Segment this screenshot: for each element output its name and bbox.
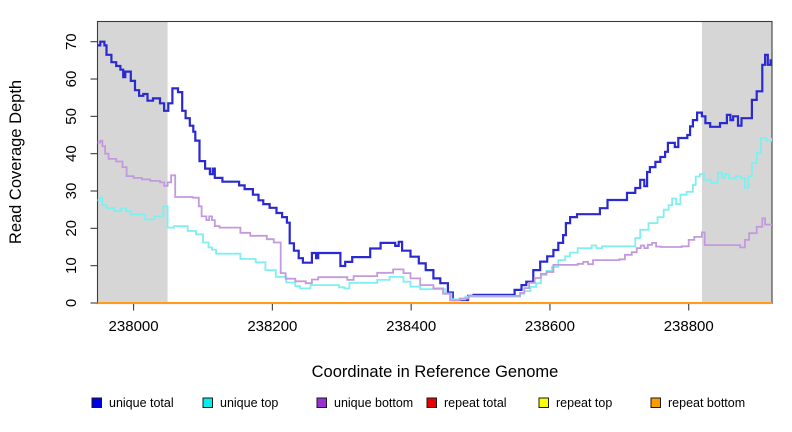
legend-swatch-icon: [538, 397, 549, 408]
y-tick-label: 70: [63, 33, 80, 50]
y-axis-title: Read Coverage Depth: [7, 80, 25, 244]
x-tick-label: 238000: [109, 318, 159, 335]
legend-swatch-icon: [316, 397, 327, 408]
series-lines: [97, 40, 772, 304]
legend-label: repeat total: [444, 396, 507, 410]
shaded-regions: [97, 21, 772, 304]
shaded-region: [97, 21, 168, 304]
legend-item-repeat-total: repeat total: [426, 396, 507, 410]
legend-label: unique top: [220, 396, 278, 410]
plot-box: [96, 20, 773, 305]
legend-item-repeat-bottom: repeat bottom: [650, 396, 745, 410]
x-tick-label: 238400: [386, 318, 436, 335]
y-tick-label: 60: [63, 71, 80, 88]
series-line-unique-top: [97, 137, 772, 301]
legend-swatch-icon: [202, 397, 213, 408]
legend-label: repeat top: [556, 396, 612, 410]
x-axis-title: Coordinate in Reference Genome: [312, 363, 559, 381]
legend-item-unique-bottom: unique bottom: [316, 396, 413, 410]
axes: 238000 238200 238400 238600 238800 0 10 20 30 40 5…: [63, 33, 714, 335]
legend-swatch-icon: [91, 397, 102, 408]
legend-item-repeat-top: repeat top: [538, 396, 612, 410]
y-tick-label: 10: [63, 257, 80, 274]
shaded-region: [701, 21, 772, 304]
x-tick-label: 238600: [525, 318, 575, 335]
legend-label: unique total: [109, 396, 174, 410]
y-tick-label: 50: [63, 108, 80, 125]
y-tick-label: 40: [63, 145, 80, 162]
legend-item-unique-total: unique total: [91, 396, 174, 410]
series-line-unique-bottom: [97, 139, 772, 302]
y-tick-label: 30: [63, 183, 80, 200]
legend-label: unique bottom: [334, 396, 413, 410]
series-line-unique-total: [97, 40, 772, 302]
legend-swatch-icon: [426, 397, 437, 408]
legend-label: repeat bottom: [668, 396, 745, 410]
legend-swatch-icon: [650, 397, 661, 408]
y-tick-label: 0: [63, 299, 80, 307]
y-tick-label: 20: [63, 220, 80, 237]
x-tick-label: 238200: [247, 318, 297, 335]
x-tick-label: 238800: [664, 318, 714, 335]
legend-item-unique-top: unique top: [202, 396, 278, 410]
legend: unique total unique top unique bottom repea…: [91, 396, 745, 410]
